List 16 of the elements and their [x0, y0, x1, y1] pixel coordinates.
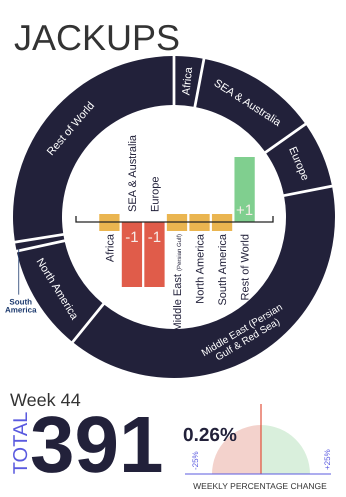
data-label: 0.26% [183, 425, 237, 446]
text: WEEKLY PERCENTAGE CHANGE [193, 481, 328, 491]
slice-label: Europe [286, 145, 312, 182]
x-tick-label: South America [217, 233, 230, 306]
x-tick-label: Rest of World [240, 234, 252, 300]
data-label: -1 [125, 229, 139, 246]
x-tick-label: Africa [104, 233, 116, 262]
text: -25% [191, 451, 200, 470]
slice-label: Africa [180, 66, 196, 96]
data-label: -1 [148, 229, 162, 246]
text: TOTAL [10, 412, 32, 474]
x-tick-label: North America [194, 233, 207, 304]
chart-title: JACKUPS [14, 17, 180, 58]
slice-label: South America [4, 298, 38, 315]
data-label: +1 [236, 202, 254, 219]
text: +25% [323, 449, 332, 470]
